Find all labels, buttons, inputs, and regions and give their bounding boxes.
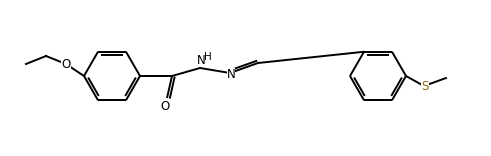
Text: N: N bbox=[196, 54, 205, 67]
Text: O: O bbox=[61, 58, 71, 71]
Text: S: S bbox=[421, 80, 429, 93]
Text: N: N bbox=[227, 68, 235, 80]
Text: O: O bbox=[161, 100, 169, 112]
Text: H: H bbox=[204, 52, 212, 62]
